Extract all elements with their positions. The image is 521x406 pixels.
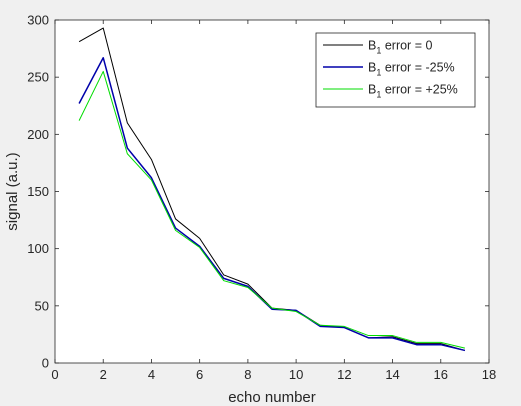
x-axis: 0 2 4 6 8 10 12 14 16 18 <box>51 20 496 382</box>
x-axis-label: echo number <box>228 389 316 406</box>
legend-label-3: B1 error = +25% <box>368 83 458 100</box>
y-tick-label: 100 <box>27 241 49 256</box>
y-tick-label: 0 <box>42 356 49 371</box>
y-tick-label: 50 <box>35 298 49 313</box>
x-tick-label: 14 <box>385 367 399 382</box>
y-tick-label: 200 <box>27 127 49 142</box>
x-tick-label: 4 <box>148 367 155 382</box>
x-tick-label: 12 <box>337 367 351 382</box>
y-tick-label: 150 <box>27 184 49 199</box>
x-tick-label: 10 <box>289 367 303 382</box>
x-tick-label: 6 <box>196 367 203 382</box>
y-tick-label: 250 <box>27 70 49 85</box>
legend-label-2: B1 error = -25% <box>368 61 455 78</box>
x-tick-label: 8 <box>244 367 251 382</box>
series-line-2 <box>78 56 466 352</box>
series-line-3 <box>78 70 466 349</box>
y-tick-label: 300 <box>27 13 49 28</box>
series-layer <box>78 27 466 352</box>
x-tick-label: 16 <box>434 367 448 382</box>
y-axis: 0 50 100 150 200 250 300 <box>27 13 489 371</box>
y-axis-label: signal (a.u.) <box>4 152 21 230</box>
x-tick-label: 0 <box>51 367 58 382</box>
x-tick-label: 2 <box>100 367 107 382</box>
x-tick-label: 18 <box>482 367 496 382</box>
legend-label-1: B1 error = 0 <box>368 39 432 56</box>
legend[interactable]: B1 error = 0 B1 error = -25% B1 error = +2… <box>315 32 476 108</box>
